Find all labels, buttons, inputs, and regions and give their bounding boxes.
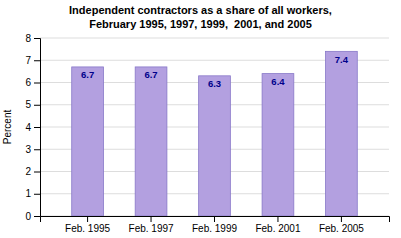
tick-mark	[34, 149, 40, 150]
tick: 8	[25, 33, 40, 44]
tick-label: 4	[25, 122, 31, 133]
tick: 1	[25, 188, 40, 199]
tick-mark	[151, 216, 152, 222]
axis-line	[34, 39, 41, 217]
tick-label: 0	[25, 211, 31, 222]
tick: Feb. 2001	[255, 216, 300, 234]
tick-label: 2	[25, 166, 31, 177]
tick-mark	[34, 105, 40, 106]
tick-mark	[34, 60, 40, 61]
tick-mark	[34, 83, 40, 84]
tick-mark	[34, 172, 40, 173]
tick: 7	[25, 55, 40, 66]
y-axis: 0 1 2 3 4 5 6 7 8	[25, 33, 40, 222]
x-axis: Feb. 1995 Feb. 1997 Feb. 1999 Feb. 2001 Feb.…	[41, 216, 390, 234]
title-line: Independent contractors as a share of al…	[69, 4, 332, 16]
tick-mark	[87, 216, 88, 222]
tick-label: 1	[25, 188, 31, 199]
axis-line	[41, 217, 390, 223]
tick: Feb. 1995	[65, 216, 110, 234]
tick-mark	[34, 127, 40, 128]
tick: 5	[25, 99, 40, 110]
tick: Feb. 1997	[129, 216, 174, 234]
tick-label: 5	[25, 99, 31, 110]
tick: Feb. 1999	[192, 216, 237, 234]
title-line: February 1995, 1997, 1999, 2001, and 200…	[89, 18, 312, 30]
title: Independent contractors as a share of al…	[69, 4, 332, 30]
tick-label: 7	[25, 55, 31, 66]
tick-label: Feb. 2001	[255, 223, 300, 234]
tick-label: Feb. 1995	[65, 223, 110, 234]
tick-label: Feb. 1997	[129, 223, 174, 234]
tick-mark	[277, 216, 278, 222]
tick: 3	[25, 144, 40, 155]
data-label: 6.4	[271, 76, 285, 87]
data-label: 6.7	[144, 69, 157, 80]
bars	[72, 51, 358, 216]
data-label: 7.4	[335, 54, 349, 65]
bar	[72, 67, 104, 216]
tick: Feb. 2005	[319, 216, 364, 234]
tick: 2	[25, 166, 40, 177]
data-label: 6.3	[208, 78, 221, 89]
tick-label: 3	[25, 144, 31, 155]
tick-mark	[34, 216, 40, 217]
chart: Independent contractors as a share of al…	[0, 0, 401, 238]
tick: 0	[25, 211, 40, 222]
grid-line	[40, 38, 389, 39]
tick-label: Feb. 1999	[192, 223, 237, 234]
bar	[135, 67, 167, 216]
data-labels: 6.7 6.7 6.3 6.4 7.4	[81, 54, 349, 89]
tick-mark	[341, 216, 342, 222]
y-label: Percent	[2, 110, 13, 145]
plot: 012345678Feb. 1995Feb. 1997Feb. 1999Feb.…	[25, 33, 389, 234]
data-label: 6.7	[81, 69, 94, 80]
tick-label: 8	[25, 33, 31, 44]
tick-mark	[34, 194, 40, 195]
tick: 6	[25, 77, 40, 88]
tick-mark	[214, 216, 215, 222]
tick-label: Feb. 2005	[319, 223, 364, 234]
tick-mark	[34, 38, 40, 39]
grid	[40, 38, 389, 216]
bar	[199, 76, 231, 216]
tick: 4	[25, 122, 40, 133]
bar	[262, 74, 294, 216]
tick-label: 6	[25, 77, 31, 88]
bar	[326, 51, 358, 216]
